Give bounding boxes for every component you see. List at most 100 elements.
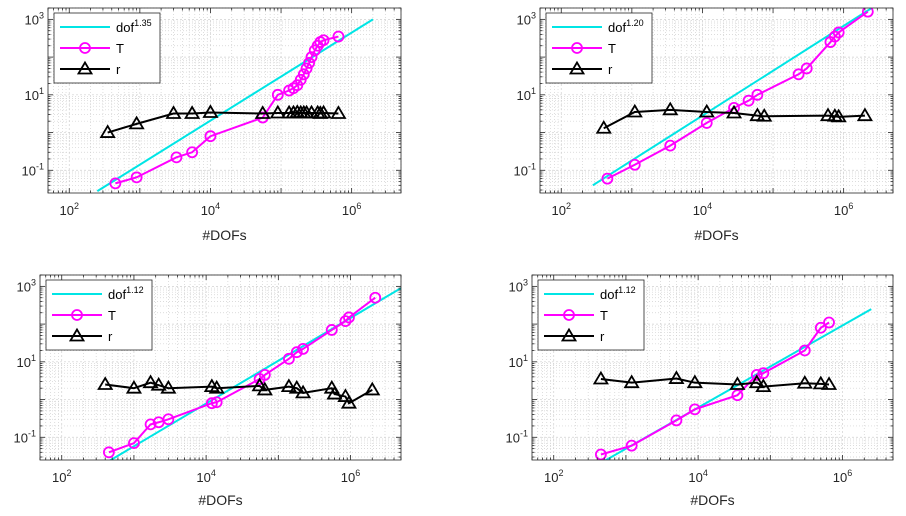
series-r-marker [830,108,847,123]
series-T-marker [271,88,284,101]
legend-label: dof1.20 [608,18,644,35]
series-T-marker [290,346,303,359]
series-T-marker [823,316,835,329]
series-T-marker [594,448,607,460]
series-T-marker [688,403,701,416]
series-r-marker [315,104,332,119]
series-r-marker [820,376,838,390]
series-r-marker [294,384,312,399]
series-r-marker [698,103,715,118]
series-r-marker [668,370,685,384]
series-T-marker [144,418,157,431]
series-r-line [600,377,830,388]
series-r-marker [812,375,829,390]
x-tick-label: 102 [60,201,79,218]
series-T-marker [343,311,355,324]
series-T-marker [601,172,614,185]
series-T-marker [162,413,175,426]
chart-panel-3: 102 104 106 10-1 101 103 #DOFs dof1.12 Tr [14,274,402,508]
legend-label: r [608,62,613,77]
series-T-marker [297,68,310,81]
series-T-marker [332,30,345,43]
chart-panel-4: 102 104 106 10-1 101 103 #DOFs dof1.12 Tr [506,274,894,508]
legend-label: dof1.12 [600,285,636,302]
y-tick-label: 10-1 [514,161,536,178]
series-r-marker [150,376,167,391]
legend-label: T [608,41,616,56]
x-tick-label: 102 [52,468,71,485]
series-T-marker [750,369,763,381]
series-r-marker [623,374,640,389]
series-T-marker [664,139,677,152]
series-T-marker [258,369,271,381]
legend-marker-circle [563,309,575,321]
series-T-marker [700,117,713,129]
x-tick-label: 104 [196,468,215,485]
x-tick-label: 104 [688,468,707,485]
series-r-marker [330,105,347,119]
legend-marker-circle [571,42,583,54]
series-r-marker [756,108,773,122]
legend: dof1.35 Tr [53,12,161,84]
legend-label: r [600,329,605,344]
legend-marker-triangle [568,60,586,75]
series-r-marker [662,101,679,116]
series-T-marker [628,158,641,171]
series-T-marker [297,343,309,355]
series-T-marker [170,151,183,164]
series-r-marker [269,104,286,119]
x-axis-label: #DOFs [690,492,734,508]
series-T-marker [798,344,811,357]
x-tick-label: 106 [833,468,852,485]
series-r-marker [748,374,765,389]
y-tick-label: 10-1 [22,161,44,178]
series-r-marker [125,379,143,394]
chart-panel-2: 102 104 106 10-1 101 103 #DOFs dof1.20 Tr [514,7,894,243]
series-r-marker [729,376,746,390]
x-tick-label: 104 [693,201,712,218]
series-T-marker [102,446,115,459]
legend-label: r [116,62,121,77]
legend-label: dof1.12 [108,285,144,302]
series-T-marker [814,321,827,334]
series-r-marker [595,119,612,134]
fit-line [96,18,374,192]
series-T-line [600,321,830,456]
series-T-marker [800,62,813,75]
series-r-marker [208,379,225,394]
series-T-marker [757,367,770,380]
series-T-marker [186,146,199,159]
legend-marker-triangle [68,327,86,342]
data-layer [97,287,401,460]
y-tick-label: 101 [25,86,44,103]
series-T-marker [742,94,755,107]
series-r-marker [280,378,297,393]
series-r-marker [755,378,772,393]
x-tick-label: 106 [834,201,853,218]
legend: dof1.12 Tr [45,279,153,351]
y-tick-label: 10-1 [506,428,528,445]
legend-marker-circle [71,309,83,321]
fit-line [592,8,873,187]
series-T-marker [204,130,217,143]
series-r-marker [326,385,343,400]
data-layer [96,18,374,192]
y-tick-label: 103 [517,10,536,27]
series-T-marker [861,8,874,18]
legend-label: dof1.35 [116,18,152,35]
y-tick-label: 10-1 [14,428,36,445]
series-T-marker [205,397,218,410]
series-r-marker [364,381,381,396]
series-r-marker [165,105,182,119]
series-r-marker [796,375,813,389]
legend-marker-triangle [76,60,94,75]
series-r-marker [288,379,305,394]
series-T-marker [305,51,318,63]
series-T-marker [130,171,143,184]
series-T-marker [369,291,382,304]
series-T-marker [731,389,744,402]
series-T-marker [317,34,330,47]
y-tick-label: 101 [517,86,536,103]
series-T-marker [325,324,338,336]
